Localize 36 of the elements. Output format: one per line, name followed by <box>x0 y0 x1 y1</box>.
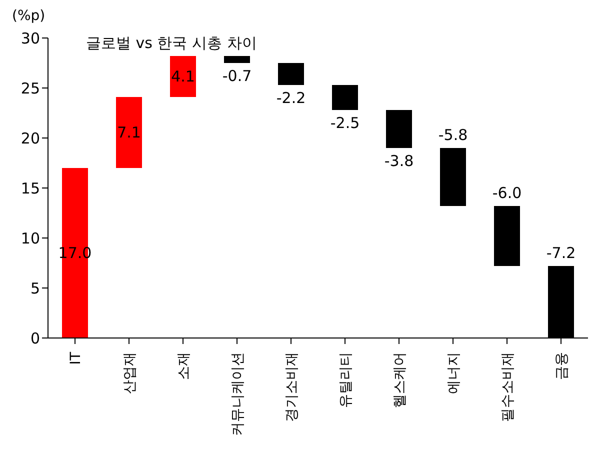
data-label: 4.1 <box>171 68 195 86</box>
bar <box>386 110 412 148</box>
x-tick-label: 금융 <box>554 352 570 380</box>
bar <box>440 148 466 206</box>
data-label: -0.7 <box>222 67 252 85</box>
x-tick-label: 유틸리티 <box>338 352 354 408</box>
x-tick-label: IT <box>68 352 84 365</box>
data-label: -6.0 <box>492 184 522 202</box>
x-tick-label: 필수소비재 <box>500 352 516 422</box>
x-tick-label: 경기소비재 <box>284 352 300 422</box>
y-axis-title: (%p) <box>12 8 46 24</box>
data-label: -5.8 <box>438 126 468 144</box>
data-label: -2.2 <box>276 89 306 107</box>
data-label: 7.1 <box>117 124 141 142</box>
data-label: -2.5 <box>330 114 360 132</box>
x-tick-label: 에너지 <box>446 352 462 394</box>
x-tick-label: 소재 <box>176 352 192 380</box>
y-tick-label: 10 <box>20 229 40 248</box>
bar <box>332 85 358 110</box>
bar <box>224 56 250 63</box>
x-tick-label: 커뮤니케이션 <box>230 352 246 436</box>
data-label: -3.8 <box>384 152 414 170</box>
x-tick-label: 산업재 <box>122 352 138 394</box>
y-tick-label: 15 <box>20 179 40 198</box>
chart-title: 글로벌 vs 한국 시총 차이 <box>86 34 257 53</box>
y-tick-label: 5 <box>30 279 40 298</box>
data-label: -7.2 <box>546 244 576 262</box>
bar <box>494 206 520 266</box>
y-tick-label: 0 <box>30 329 40 348</box>
y-tick-label: 25 <box>20 79 40 98</box>
bar <box>116 97 142 168</box>
bar <box>170 56 196 97</box>
y-tick-label: 20 <box>20 129 40 148</box>
x-tick-label: 헬스케어 <box>392 352 408 408</box>
bar <box>278 63 304 85</box>
y-tick-label: 30 <box>20 29 40 48</box>
